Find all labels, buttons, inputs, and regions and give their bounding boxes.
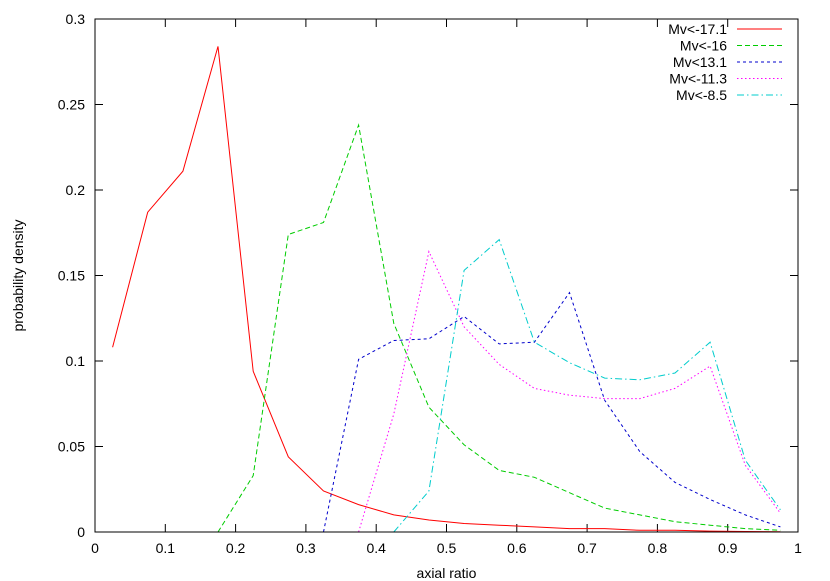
y-tick-label: 0.3 xyxy=(66,11,86,27)
x-tick-label: 0.1 xyxy=(156,540,176,556)
series-line xyxy=(393,238,781,533)
y-tick-label: 0.15 xyxy=(58,268,85,284)
legend-label: Mv<-8.5 xyxy=(676,87,727,103)
legend-label: Mv<-17.1 xyxy=(668,21,727,37)
x-tick-label: 0.6 xyxy=(507,540,527,556)
series-line xyxy=(358,250,781,533)
x-tick-label: 0.2 xyxy=(226,540,246,556)
series-line xyxy=(217,123,781,533)
legend-label: Mv<13.1 xyxy=(673,54,727,70)
y-tick-label: 0 xyxy=(77,524,85,540)
series-line xyxy=(323,291,781,533)
x-tick-label: 1 xyxy=(794,540,802,556)
series-lines xyxy=(112,46,781,533)
y-tick-label: 0.2 xyxy=(66,182,86,198)
x-tick-label: 0.3 xyxy=(296,540,316,556)
x-tick-label: 0.9 xyxy=(718,540,738,556)
axis-ticks: 0 0.1 0.2 0.3 0.4 0.5 0.6 0.7 0.8 0.9 1 0 0.05 0.1 0.1… xyxy=(58,11,802,556)
x-tick-label: 0.7 xyxy=(577,540,597,556)
legend-label: Mv<-11.3 xyxy=(669,71,727,87)
y-tick-label: 0.05 xyxy=(58,439,85,455)
y-tick-label: 0.25 xyxy=(58,97,85,113)
series-line xyxy=(112,46,781,533)
x-axis-label: axial ratio xyxy=(417,565,477,581)
x-tick-label: 0.4 xyxy=(366,540,386,556)
plot-frame xyxy=(94,18,799,533)
legend-label: Mv<-16 xyxy=(680,38,727,54)
x-tick-label: 0.8 xyxy=(648,540,668,556)
x-tick-label: 0.5 xyxy=(437,540,457,556)
y-axis-label: probability density xyxy=(10,219,26,331)
x-tick-label: 0 xyxy=(91,540,99,556)
y-tick-label: 0.1 xyxy=(66,353,86,369)
